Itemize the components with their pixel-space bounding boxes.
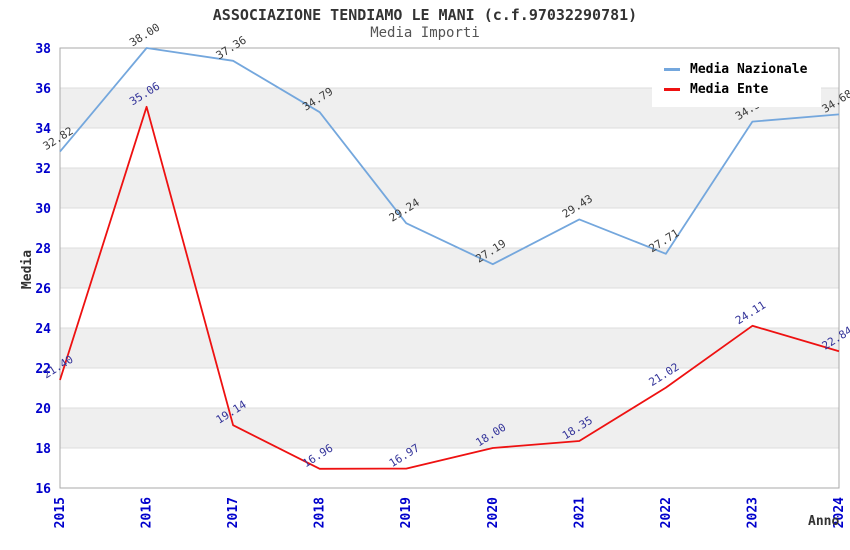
y-tick-label: 26 — [35, 282, 51, 297]
plot-band — [60, 248, 839, 288]
y-tick-label: 34 — [35, 122, 51, 137]
point-label: 21.40 — [41, 353, 76, 382]
y-tick-label: 36 — [35, 82, 51, 97]
x-axis-title: Anno — [808, 514, 840, 529]
plot-frame — [59, 47, 840, 489]
x-tick-label: 2024 — [832, 497, 847, 528]
chart-title: ASSOCIAZIONE TENDIAMO LE MANI (c.f.97032… — [212, 6, 638, 24]
legend-label-media-ente: Media Ente — [690, 81, 769, 97]
point-label: 37.36 — [214, 34, 249, 63]
x-tick-label: 2015 — [53, 497, 68, 528]
legend-item-media-nazionale[interactable]: Media Nazionale — [664, 59, 807, 79]
plot-band — [60, 408, 839, 448]
x-tick-label: 2019 — [399, 497, 414, 528]
y-tick-label: 20 — [35, 402, 51, 417]
series-line-media-nazionale — [59, 47, 840, 266]
x-tick-label: 2016 — [140, 497, 155, 528]
x-tick-label: 2018 — [313, 497, 328, 528]
y-tick-label: 24 — [35, 322, 51, 337]
red-line-marker-icon — [664, 87, 680, 91]
x-tick-label: 2020 — [486, 497, 501, 528]
y-axis-title: Media — [20, 249, 36, 290]
legend: Media Nazionale Media Ente — [652, 51, 822, 107]
point-label: 24.11 — [733, 299, 768, 328]
y-tick-label: 38 — [35, 42, 51, 57]
y-tick-label: 32 — [35, 162, 51, 177]
y-tick-label: 30 — [35, 202, 51, 217]
x-tick-label: 2017 — [226, 497, 241, 528]
y-tick-label: 16 — [35, 482, 51, 497]
point-label: 38.00 — [127, 21, 162, 50]
blue-line-marker-icon — [664, 67, 680, 71]
plot-band — [60, 168, 839, 208]
y-tick-label: 22 — [35, 362, 51, 377]
legend-label-media-nazionale: Media Nazionale — [690, 61, 808, 77]
plot-band — [60, 328, 839, 368]
x-tick-label: 2021 — [572, 497, 587, 528]
legend-item-media-ente[interactable]: Media Ente — [664, 79, 807, 99]
x-tick-label: 2022 — [659, 497, 674, 528]
chart-subtitle: Media Importi — [370, 25, 480, 41]
series-line-media-ente — [59, 105, 840, 470]
y-tick-label: 28 — [35, 242, 51, 257]
x-tick-label: 2023 — [745, 497, 760, 528]
y-tick-label: 18 — [35, 442, 51, 457]
